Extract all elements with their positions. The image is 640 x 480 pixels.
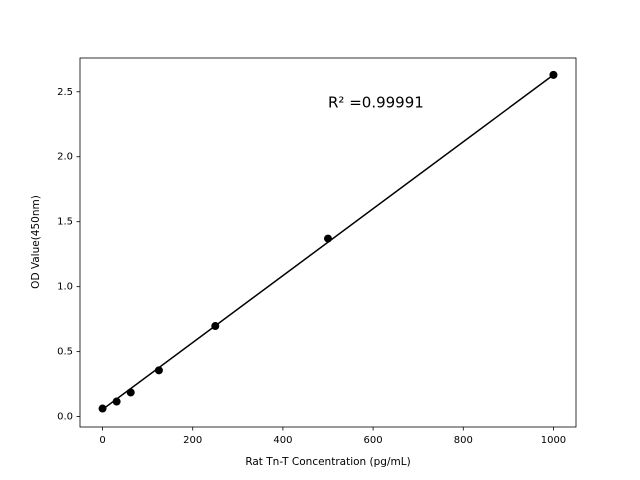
data-point xyxy=(549,70,558,79)
y-tick-label: 2.5 xyxy=(57,87,73,98)
data-point xyxy=(98,404,107,413)
data-point xyxy=(324,234,332,243)
x-tick-label: 1000 xyxy=(541,435,566,446)
y-tick-label: 1.0 xyxy=(57,282,73,293)
y-tick-label: 0.5 xyxy=(57,347,73,358)
plot-frame xyxy=(79,57,577,428)
annotation: R² =0.99991 xyxy=(328,94,424,112)
y-axis-label: OD Value(450nm) xyxy=(30,195,42,289)
x-tick-label: 0 xyxy=(99,435,105,446)
data-point xyxy=(126,388,135,397)
data-point xyxy=(112,397,121,406)
y-tick-label: 2.0 xyxy=(57,152,73,163)
x-tick-label: 600 xyxy=(364,435,383,446)
data-point xyxy=(154,366,163,375)
y-tick-label: 1.5 xyxy=(57,217,73,228)
x-tick-label: 800 xyxy=(454,435,473,446)
x-axis-label: Rat Tn-T Concentration (pg/mL) xyxy=(245,456,410,468)
x-tick-label: 200 xyxy=(183,435,202,446)
x-tick-label: 400 xyxy=(273,435,292,446)
y-tick-label: 0.0 xyxy=(57,412,73,423)
data-point xyxy=(211,322,220,331)
